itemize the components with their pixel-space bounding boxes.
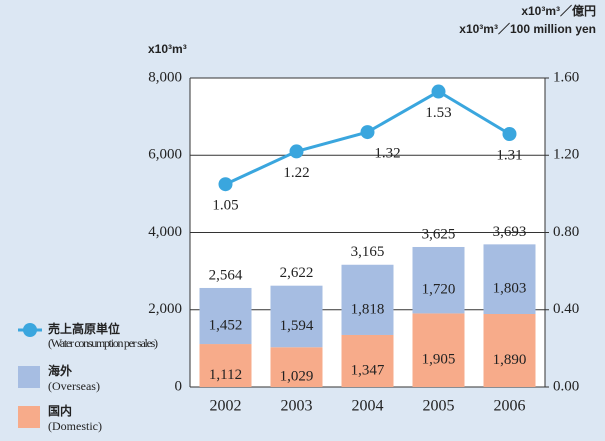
- line-marker: [218, 177, 233, 192]
- bar: [199, 344, 252, 387]
- bar: [483, 313, 536, 387]
- line-marker: [360, 125, 375, 140]
- line-label: 1.31: [496, 147, 522, 163]
- total-label: 3,165: [351, 244, 385, 260]
- bar: [412, 246, 465, 314]
- bar: [483, 244, 536, 314]
- x-tick-label: 2003: [281, 398, 313, 415]
- legend-sublabel: (Water consumption per sales): [48, 336, 158, 350]
- line-label: 1.53: [425, 105, 451, 121]
- y2-tick-label: 1.60: [553, 69, 579, 85]
- line-marker: [431, 84, 446, 99]
- x-tick-label: 2005: [423, 398, 455, 415]
- legend-label: 国内: [48, 403, 72, 418]
- bar: [341, 334, 394, 387]
- bar-label: 1,112: [209, 367, 242, 383]
- x-tick-label: 2002: [210, 398, 242, 415]
- bar: [341, 264, 394, 335]
- line-marker: [502, 127, 517, 142]
- bar-label: 1,594: [280, 318, 314, 334]
- y-tick-label: 2,000: [148, 301, 182, 317]
- bar-label: 1,452: [209, 317, 243, 333]
- line-label: 1.32: [374, 146, 400, 162]
- x-tick-label: 2006: [494, 398, 526, 415]
- y-tick-label: 0: [175, 378, 183, 394]
- bar-label: 1,905: [422, 352, 456, 368]
- total-label: 3,693: [493, 224, 527, 240]
- bar: [270, 347, 323, 387]
- total-label: 2,564: [209, 267, 243, 283]
- x-tick-label: 2004: [352, 398, 384, 415]
- bar-label: 1,029: [280, 369, 314, 385]
- line-label: 1.22: [283, 165, 309, 181]
- bar-label: 1,890: [493, 352, 527, 368]
- y2-axis-title: x10³m³／億円: [521, 3, 596, 18]
- legend-marker: [23, 323, 37, 337]
- legend-swatch: [18, 366, 40, 388]
- y2-axis-title: x10³m³／100 million yen: [459, 21, 596, 36]
- bar-label: 1,720: [422, 282, 456, 298]
- bar-label: 1,803: [493, 281, 527, 297]
- legend-label: 海外: [48, 363, 72, 378]
- y2-tick-label: 0.40: [553, 301, 579, 317]
- y2-tick-label: 1.20: [553, 147, 579, 163]
- bar: [199, 287, 252, 345]
- line-marker: [289, 144, 304, 159]
- legend-swatch: [18, 406, 40, 428]
- bar-label: 1,347: [351, 362, 385, 378]
- total-label: 2,622: [280, 265, 314, 281]
- y-tick-label: 4,000: [148, 224, 182, 240]
- legend-sublabel: (Domestic): [48, 419, 102, 433]
- bar: [270, 285, 323, 348]
- total-label: 3,625: [422, 226, 456, 242]
- legend-sublabel: (Overseas): [48, 379, 100, 393]
- y2-tick-label: 0.00: [553, 378, 579, 394]
- bar-label: 1,818: [351, 301, 385, 317]
- y-tick-label: 8,000: [148, 69, 182, 85]
- y-tick-label: 6,000: [148, 147, 182, 163]
- legend-label: 売上高原単位: [48, 321, 120, 336]
- line-label: 1.05: [212, 198, 238, 214]
- y2-tick-label: 0.80: [553, 224, 579, 240]
- y-axis-title: x10³m³: [148, 42, 187, 56]
- bar: [412, 313, 465, 387]
